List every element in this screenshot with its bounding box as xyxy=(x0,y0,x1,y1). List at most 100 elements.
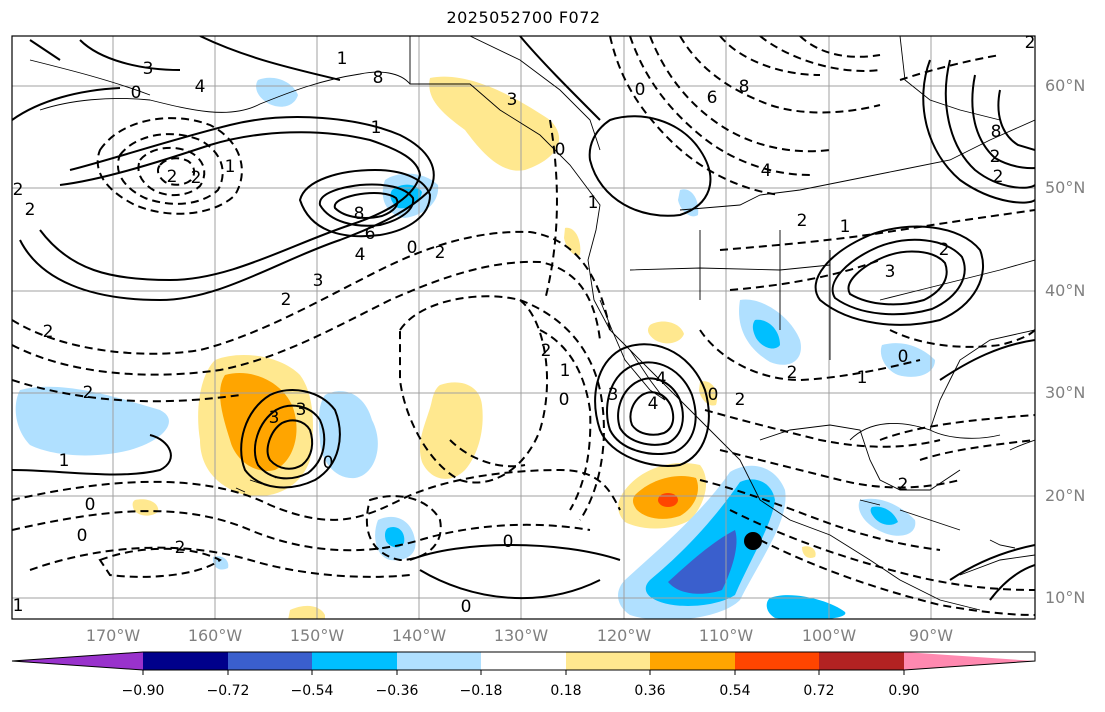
contour-label: 4 xyxy=(195,77,206,97)
shade-positive-small-north xyxy=(288,605,325,619)
contour-label: 2 xyxy=(993,167,1004,187)
contour-label: 1 xyxy=(225,157,236,177)
contour-label: 8 xyxy=(991,122,1002,142)
colorbar-bin xyxy=(312,652,397,670)
colorbar-bin xyxy=(228,652,312,670)
contour-label: 3 xyxy=(507,90,518,110)
shade-positive-central xyxy=(419,382,483,479)
lat-label: 40°N xyxy=(1045,281,1086,300)
contour-label: 0 xyxy=(503,532,514,552)
shade-negative-gulf xyxy=(880,343,935,377)
colorbar xyxy=(11,651,1036,675)
lon-label: 90°W xyxy=(908,626,954,645)
colorbar-tick-label: −0.18 xyxy=(459,683,503,699)
contour-label: 6 xyxy=(707,88,718,108)
colorbar-tick-label: 0.54 xyxy=(719,683,751,699)
shade-positive-hawaii-core xyxy=(220,373,297,471)
contour-label: 0 xyxy=(461,597,472,617)
location-marker xyxy=(744,532,762,550)
contour-label: 8 xyxy=(739,77,750,97)
contour-label: 0 xyxy=(708,385,719,405)
contour-label: 1 xyxy=(560,361,571,381)
contour-label: 2 xyxy=(1025,33,1036,53)
contour-label: 2 xyxy=(735,390,746,410)
contour-label: 4 xyxy=(656,369,667,389)
lat-label: 20°N xyxy=(1045,486,1086,505)
contour-label: 3 xyxy=(143,59,154,79)
contour-label: 2 xyxy=(25,200,36,220)
shade-positive-alaska-coast xyxy=(429,76,560,171)
contour-label: 2 xyxy=(939,240,950,260)
shade-negative-caribbean-core xyxy=(870,506,898,525)
colorbar-tick-label: 0.18 xyxy=(550,683,582,699)
contour-label: 2 xyxy=(13,180,24,200)
contour-label: 3 xyxy=(608,385,619,405)
lat-label: 60°N xyxy=(1045,76,1086,95)
shade-positive-baja-north xyxy=(647,321,684,344)
contour-label: 2 xyxy=(787,363,798,383)
contour-label: 3 xyxy=(296,400,307,420)
contour-label: 0 xyxy=(635,80,646,100)
coastlines xyxy=(29,36,1035,611)
colorbar-tick-label: −0.54 xyxy=(290,683,334,699)
shade-negative-mexico-max xyxy=(668,530,737,594)
colorbar-bin xyxy=(481,652,566,670)
colorbar-bin xyxy=(566,652,650,670)
lon-label: 130°W xyxy=(493,626,549,645)
colorbar-tick-label: 0.36 xyxy=(634,683,666,699)
contour-label: 3 xyxy=(885,262,896,282)
lat-label: 30°N xyxy=(1045,383,1086,402)
shade-negative-subtropical xyxy=(15,386,169,456)
contour-label: 0 xyxy=(85,495,96,515)
contour-label: 0 xyxy=(77,526,88,546)
contour-label: 1 xyxy=(337,49,348,69)
shade-positive-gulf-small xyxy=(802,546,816,558)
colorbar-ticks xyxy=(142,670,905,675)
lon-label: 150°W xyxy=(289,626,345,645)
colorbar-tick-label: −0.72 xyxy=(206,683,250,699)
lat-label: 10°N xyxy=(1045,588,1086,607)
colorbar-bin xyxy=(735,652,819,670)
shade-negative-small-core xyxy=(384,526,405,548)
colorbar-bin xyxy=(819,652,904,670)
contour-label: 0 xyxy=(555,140,566,160)
contour-label: 2 xyxy=(191,168,202,188)
contour-label: 0 xyxy=(323,453,334,473)
lon-label: 140°W xyxy=(391,626,447,645)
shade-negative-epac xyxy=(766,595,846,619)
contour-label: 3 xyxy=(269,408,280,428)
lon-label: 110°W xyxy=(698,626,754,645)
colorbar-extend-low xyxy=(12,652,143,670)
contour-label: 4 xyxy=(648,394,659,414)
contour-label: 1 xyxy=(371,118,382,138)
contour-label: 3 xyxy=(313,271,324,291)
colorbar-bin xyxy=(143,652,228,670)
contour-label: 2 xyxy=(541,341,552,361)
shade-positive-small-west xyxy=(132,499,159,516)
contour-label: 6 xyxy=(365,224,376,244)
contour-label: 0 xyxy=(898,347,909,367)
contour-label: 2 xyxy=(43,322,54,342)
contour-label: 2 xyxy=(281,290,292,310)
contour-label: 2 xyxy=(83,383,94,403)
shade-positive-baja-max xyxy=(658,493,678,507)
shade-negative-alaska xyxy=(256,77,298,107)
contour-label: 2 xyxy=(167,167,178,187)
colorbar-bin xyxy=(397,652,481,670)
shade-positive-coast-strip xyxy=(564,227,581,256)
lat-label: 50°N xyxy=(1045,178,1086,197)
lon-label: 100°W xyxy=(801,626,857,645)
contour-label: 0 xyxy=(407,238,418,258)
solid-contours xyxy=(12,36,1035,601)
lon-label: 170°W xyxy=(85,626,141,645)
contour-label: 2 xyxy=(435,243,446,263)
shade-negative-texas-core xyxy=(752,319,780,349)
colorbar-tick-label: −0.90 xyxy=(121,683,165,699)
contour-label: 4 xyxy=(355,245,366,265)
contour-label: 1 xyxy=(13,596,24,616)
lon-label: 120°W xyxy=(596,626,652,645)
contour-label: 8 xyxy=(354,204,365,224)
contour-label: 1 xyxy=(588,193,599,213)
shade-negative-subtropical-2 xyxy=(318,391,378,479)
